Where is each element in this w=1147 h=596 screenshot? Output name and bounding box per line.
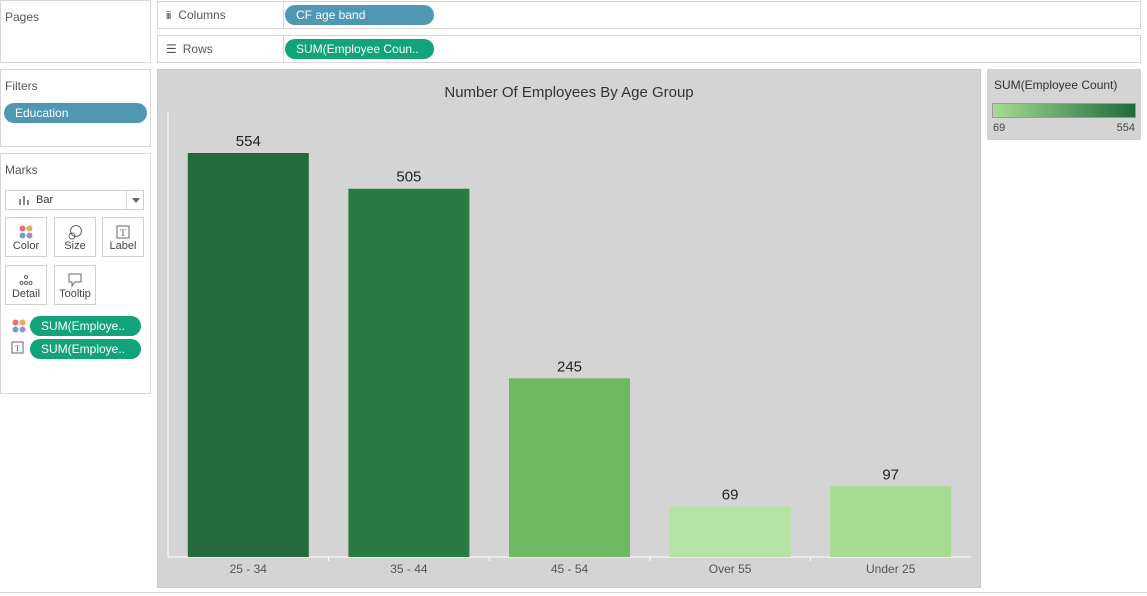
bar-4[interactable] xyxy=(830,486,952,557)
x-tick-label-2: 45 - 54 xyxy=(551,562,589,576)
size-button[interactable]: Size xyxy=(54,217,96,257)
size-button-label: Size xyxy=(64,240,86,252)
color-button-label: Color xyxy=(12,240,40,252)
mark-type-dropdown[interactable]: Bar xyxy=(5,190,144,210)
color-legend[interactable]: SUM(Employee Count) 69 554 xyxy=(987,69,1141,140)
chart-area[interactable]: Number Of Employees By Age Group 554 25 -… xyxy=(157,69,981,588)
dropdown-divider xyxy=(126,191,127,209)
x-tick-label-3: Over 55 xyxy=(709,562,752,576)
bar-chart: Number Of Employees By Age Group 554 25 -… xyxy=(167,84,971,576)
bar-0[interactable] xyxy=(187,153,309,557)
tooltip-button[interactable]: Tooltip xyxy=(54,265,96,305)
legend-min-label: 69 xyxy=(993,122,1006,134)
chart-title: Number Of Employees By Age Group xyxy=(444,84,693,101)
color-icon xyxy=(6,224,46,240)
legend-gradient xyxy=(992,103,1136,118)
data-label-1: 505 xyxy=(396,169,421,186)
svg-text:T: T xyxy=(120,228,126,238)
marks-title: Marks xyxy=(5,163,38,177)
label-field-pill[interactable]: SUM(Employe.. xyxy=(30,339,141,359)
detail-button[interactable]: Detail xyxy=(5,265,47,305)
label-button-label: Label xyxy=(109,240,137,252)
bar-chart-icon xyxy=(18,195,30,205)
x-tick-label-1: 35 - 44 xyxy=(390,562,428,576)
rows-divider xyxy=(283,36,284,62)
color-field-icon xyxy=(11,318,27,334)
data-label-3: 69 xyxy=(722,487,739,504)
label-button[interactable]: T Label xyxy=(102,217,144,257)
mark-type-label: Bar xyxy=(36,194,54,206)
bar-1[interactable] xyxy=(348,188,470,557)
tooltip-button-label: Tooltip xyxy=(59,288,91,300)
pages-title: Pages xyxy=(5,10,40,24)
color-button[interactable]: Color xyxy=(5,217,47,257)
svg-text:T: T xyxy=(15,344,20,353)
rows-icon: ☰ xyxy=(166,42,177,56)
bar-3[interactable] xyxy=(669,506,791,557)
label-field-icon: T xyxy=(11,341,25,355)
tooltip-icon xyxy=(55,272,95,288)
filters-title: Filters xyxy=(5,79,38,93)
bar-2[interactable] xyxy=(509,378,630,557)
filters-panel: Filters Education xyxy=(0,69,151,147)
color-field-pill[interactable]: SUM(Employe.. xyxy=(30,316,141,336)
bottom-scrollbar[interactable] xyxy=(0,592,1147,596)
x-tick-label-4: Under 25 xyxy=(866,562,916,576)
columns-shelf[interactable]: iii Columns CF age band xyxy=(157,1,1141,29)
legend-title: SUM(Employee Count) xyxy=(994,78,1118,92)
rows-label: Rows xyxy=(182,42,213,56)
marks-panel: Marks Bar Color Size T Label Detail xyxy=(0,153,151,394)
legend-max-label: 554 xyxy=(1116,122,1135,134)
chevron-down-icon xyxy=(132,198,140,203)
columns-label: Columns xyxy=(178,8,226,22)
rows-shelf[interactable]: ☰ Rows SUM(Employee Coun.. xyxy=(157,35,1141,63)
detail-icon xyxy=(6,272,46,288)
columns-icon: iii xyxy=(166,10,171,22)
x-tick-label-0: 25 - 34 xyxy=(230,562,268,576)
pages-panel: Pages xyxy=(0,0,151,63)
size-icon xyxy=(55,224,95,240)
bars-group: 554 25 - 34 505 35 - 44 245 45 - 54 69 Over 55 9… xyxy=(187,133,952,576)
columns-divider xyxy=(283,2,284,28)
text-label-icon: T xyxy=(103,224,143,240)
data-label-4: 97 xyxy=(882,466,899,483)
filter-pill-education[interactable]: Education xyxy=(4,103,147,123)
rows-pill[interactable]: SUM(Employee Coun.. xyxy=(285,39,434,59)
columns-shelf-label-wrap: iii Columns xyxy=(166,2,226,28)
data-label-0: 554 xyxy=(236,133,261,150)
data-label-2: 245 xyxy=(557,358,582,375)
columns-pill[interactable]: CF age band xyxy=(285,5,434,25)
rows-shelf-label-wrap: ☰ Rows xyxy=(166,36,213,62)
detail-button-label: Detail xyxy=(11,288,41,300)
